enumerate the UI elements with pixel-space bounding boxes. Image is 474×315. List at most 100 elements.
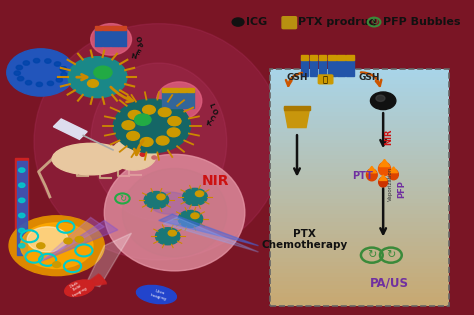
Bar (270, 116, 449, 120)
Bar (187, 88, 194, 92)
Bar (270, 278, 449, 282)
Text: GSH: GSH (359, 73, 380, 82)
Bar (270, 81, 449, 85)
Bar (337, 58, 345, 76)
Bar (179, 90, 186, 108)
Circle shape (140, 138, 153, 146)
Circle shape (26, 80, 32, 85)
Bar (284, 106, 310, 110)
Bar (270, 69, 449, 306)
Circle shape (376, 95, 385, 101)
Circle shape (88, 80, 99, 87)
Circle shape (191, 213, 199, 219)
Circle shape (152, 156, 156, 159)
Bar (118, 28, 126, 46)
Bar (270, 128, 449, 132)
Bar (162, 90, 170, 108)
Circle shape (60, 67, 66, 71)
Bar (270, 175, 449, 180)
Bar (270, 198, 449, 203)
Circle shape (18, 243, 25, 248)
Circle shape (130, 136, 142, 145)
Bar (270, 112, 449, 117)
Bar (103, 28, 110, 46)
Bar (270, 179, 449, 183)
Ellipse shape (91, 63, 227, 220)
Text: ↻: ↻ (119, 194, 126, 203)
Bar (301, 55, 309, 60)
Text: NIR: NIR (201, 174, 229, 188)
Bar (270, 246, 449, 250)
Ellipse shape (104, 154, 245, 271)
Bar (270, 261, 449, 266)
Bar (270, 266, 449, 270)
Bar (270, 203, 449, 207)
Bar (16, 158, 28, 258)
Circle shape (232, 18, 244, 26)
Bar (270, 155, 449, 160)
Circle shape (126, 134, 146, 148)
Bar (270, 73, 449, 77)
Polygon shape (41, 220, 118, 261)
Circle shape (36, 243, 45, 249)
Bar (270, 297, 449, 302)
Bar (319, 55, 327, 60)
Bar (270, 258, 449, 262)
Polygon shape (86, 233, 131, 287)
Text: ↻: ↻ (370, 17, 378, 27)
Bar (270, 254, 449, 258)
Bar (270, 152, 449, 156)
Bar (270, 77, 449, 81)
Bar (270, 238, 449, 243)
Text: GSH: GSH (286, 73, 308, 82)
Bar (270, 135, 449, 140)
Text: C: C (209, 114, 216, 122)
Ellipse shape (150, 192, 191, 214)
Bar (110, 26, 118, 30)
Ellipse shape (389, 169, 398, 180)
Bar (270, 140, 449, 144)
Bar (270, 100, 449, 105)
Text: PTX
Chemotherapy: PTX Chemotherapy (262, 229, 348, 250)
Circle shape (56, 77, 63, 82)
Bar (270, 207, 449, 211)
Ellipse shape (378, 163, 391, 175)
Bar (270, 214, 449, 219)
Bar (346, 55, 354, 60)
Polygon shape (284, 108, 310, 128)
Polygon shape (79, 275, 107, 288)
Text: ↻: ↻ (367, 250, 376, 260)
Bar (270, 210, 449, 215)
Circle shape (18, 77, 24, 81)
Polygon shape (390, 167, 398, 173)
Circle shape (47, 81, 54, 86)
Bar (270, 159, 449, 164)
Polygon shape (379, 175, 387, 180)
Bar (270, 108, 449, 112)
Circle shape (18, 168, 25, 172)
Circle shape (18, 183, 25, 187)
Circle shape (127, 131, 139, 140)
Bar (270, 147, 449, 152)
Bar (17, 161, 27, 255)
Text: PTX prodrug: PTX prodrug (298, 17, 377, 27)
Circle shape (61, 72, 67, 77)
Circle shape (113, 99, 191, 153)
Circle shape (94, 66, 112, 79)
Ellipse shape (9, 216, 104, 276)
Circle shape (45, 59, 51, 63)
Circle shape (195, 191, 204, 197)
Bar (270, 167, 449, 172)
Text: PFP: PFP (397, 180, 406, 198)
Bar (270, 171, 449, 176)
Ellipse shape (137, 285, 176, 304)
Circle shape (68, 57, 127, 98)
Text: NIR: NIR (384, 129, 393, 145)
Text: O: O (210, 108, 218, 116)
Polygon shape (367, 166, 376, 173)
Circle shape (144, 192, 169, 209)
Circle shape (371, 92, 396, 110)
Polygon shape (79, 274, 106, 288)
Bar (179, 88, 186, 92)
Polygon shape (163, 217, 258, 252)
